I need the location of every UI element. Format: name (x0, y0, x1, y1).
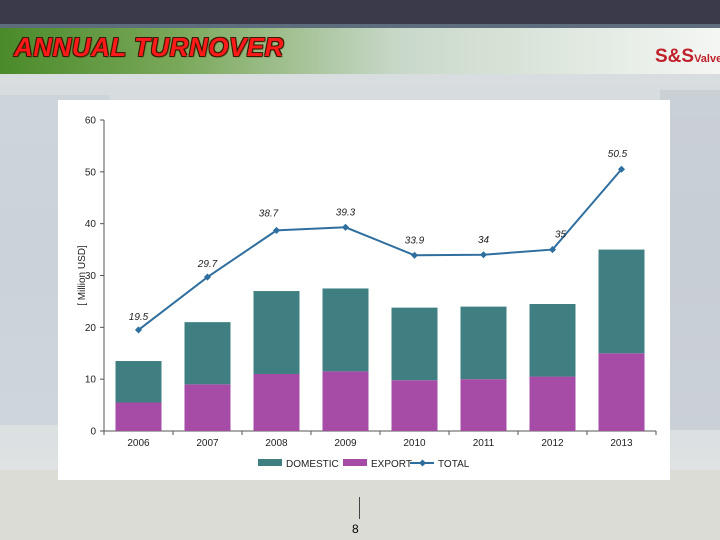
page-number: 8 (352, 522, 359, 536)
bar-export (253, 373, 300, 431)
bar-export (391, 380, 438, 431)
legend-label-total: TOTAL (438, 459, 470, 470)
bar-domestic (391, 307, 438, 381)
legend-label-domestic: DOMESTIC (286, 459, 339, 470)
y-axis-label: [ Million USD] (77, 245, 88, 306)
legend-label-export: EXPORT (371, 459, 412, 470)
series-line-total (137, 168, 623, 331)
bar-domestic (322, 288, 369, 372)
bar-export (460, 379, 507, 431)
legend-swatch-export (343, 459, 367, 466)
x-tick-label: 2009 (334, 438, 357, 449)
x-tick-label: 2008 (265, 438, 288, 449)
x-tick-label: 2006 (127, 438, 150, 449)
chart-panel: 0 10 20 30 40 50 60 [ Million USD] 2006 2007 2008 2… (58, 100, 670, 480)
bar-export (115, 402, 162, 431)
page-divider (359, 497, 360, 519)
bar-domestic (529, 304, 576, 377)
data-label-total: 29.7 (197, 259, 218, 270)
bar-domestic (598, 249, 645, 354)
y-tick-label: 10 (85, 375, 97, 386)
point-total (548, 246, 557, 254)
bar-domestic (460, 306, 507, 380)
bar-export (598, 353, 645, 431)
data-label-total: 34 (478, 235, 490, 246)
bar-export (529, 376, 576, 431)
point-total (617, 165, 626, 173)
bar-export (184, 384, 231, 431)
data-label-total: 33.9 (405, 235, 425, 246)
bar-domestic (184, 322, 231, 385)
y-tick-label: 20 (85, 323, 97, 334)
background-shelf-right (660, 90, 720, 430)
bar-domestic (253, 291, 300, 374)
bar-domestic (115, 361, 162, 403)
company-logo: S&SValve (655, 46, 720, 68)
point-total (341, 223, 350, 231)
x-tick-label: 2011 (473, 438, 495, 449)
logo-sub: Valve (694, 53, 720, 65)
point-total (134, 326, 143, 334)
y-tick-label: 0 (90, 427, 96, 438)
point-total (203, 273, 212, 281)
top-stripe (0, 24, 720, 28)
point-total (410, 251, 419, 259)
data-label-total: 35 (555, 230, 567, 241)
data-label-total: 19.5 (129, 312, 149, 323)
y-tick-label: 50 (85, 167, 97, 178)
background-floor (0, 470, 720, 540)
data-label-total: 50.5 (608, 149, 628, 160)
bar-export (322, 371, 369, 431)
legend-marker-total (418, 459, 427, 467)
x-tick-label: 2012 (541, 438, 564, 449)
legend-swatch-domestic (258, 459, 282, 466)
slide-title: ANNUAL TURNOVER (14, 32, 284, 62)
point-total (479, 251, 488, 259)
data-label-total: 38.7 (259, 208, 279, 219)
y-tick-label: 60 (85, 116, 97, 127)
title-band (0, 28, 720, 74)
logo-main: S&S (655, 46, 695, 67)
turnover-chart: 0 10 20 30 40 50 60 [ Million USD] 2006 2007 2008 2… (77, 116, 657, 470)
data-label-total: 39.3 (336, 207, 356, 218)
x-tick-label: 2007 (196, 438, 219, 449)
x-tick-label: 2013 (610, 438, 633, 449)
x-tick-label: 2010 (403, 438, 426, 449)
top-bar (0, 0, 720, 24)
y-tick-label: 30 (85, 271, 97, 282)
y-tick-label: 40 (85, 219, 97, 230)
point-total (272, 226, 281, 234)
